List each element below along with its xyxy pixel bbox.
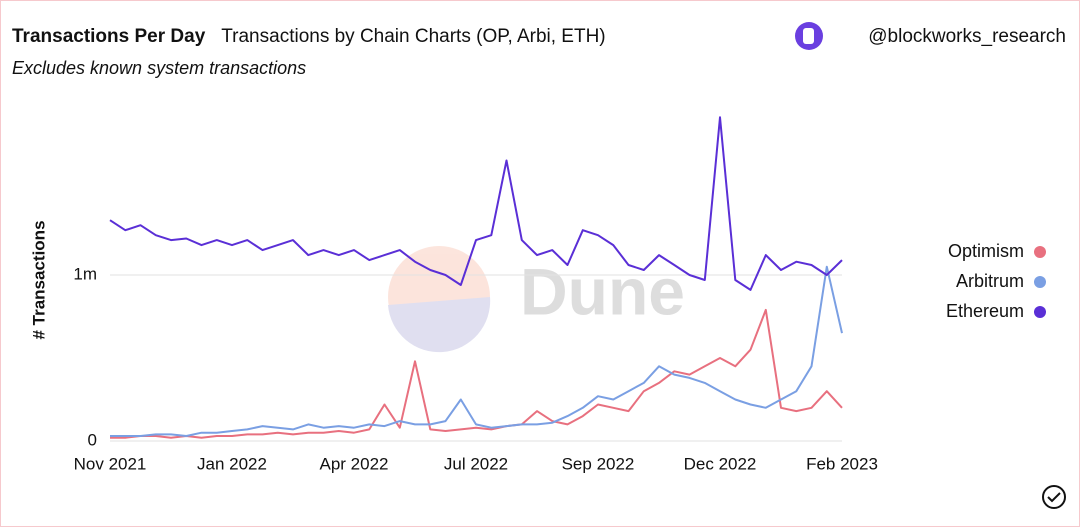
series-line [110, 308, 843, 439]
chart-subtitle: Transactions by Chain Charts (OP, Arbi, … [221, 26, 605, 47]
check-icon[interactable] [1042, 485, 1066, 509]
x-tick-label: Jul 2022 [444, 454, 508, 473]
watermark-logo [388, 246, 491, 353]
x-tick-label: Jan 2022 [197, 454, 267, 473]
y-tick-label: 0 [88, 430, 97, 449]
y-tick-label: 1m [73, 264, 97, 283]
legend-swatch [1034, 306, 1046, 318]
x-tick-label: Feb 2023 [806, 454, 878, 473]
avatar-logo [803, 28, 814, 44]
x-tick-label: Dec 2022 [684, 454, 757, 473]
x-tick-label: Apr 2022 [320, 454, 389, 473]
legend-swatch [1034, 276, 1046, 288]
x-tick-label: Nov 2021 [74, 454, 147, 473]
source: @blockworks_research [868, 26, 1066, 47]
legend-label: Optimism [948, 241, 1024, 261]
chart-note: Excludes known system transactions [12, 58, 306, 78]
x-tick-label: Sep 2022 [562, 454, 635, 473]
watermark: Dune [520, 254, 685, 328]
series-line [109, 116, 843, 291]
y-axis-label: # Transactions [29, 220, 48, 339]
chart-title: Transactions Per Day [12, 26, 206, 47]
legend-label: Arbitrum [956, 271, 1024, 291]
legend-label: Ethereum [946, 301, 1024, 321]
series-line [110, 265, 843, 437]
legend-swatch [1034, 246, 1046, 258]
